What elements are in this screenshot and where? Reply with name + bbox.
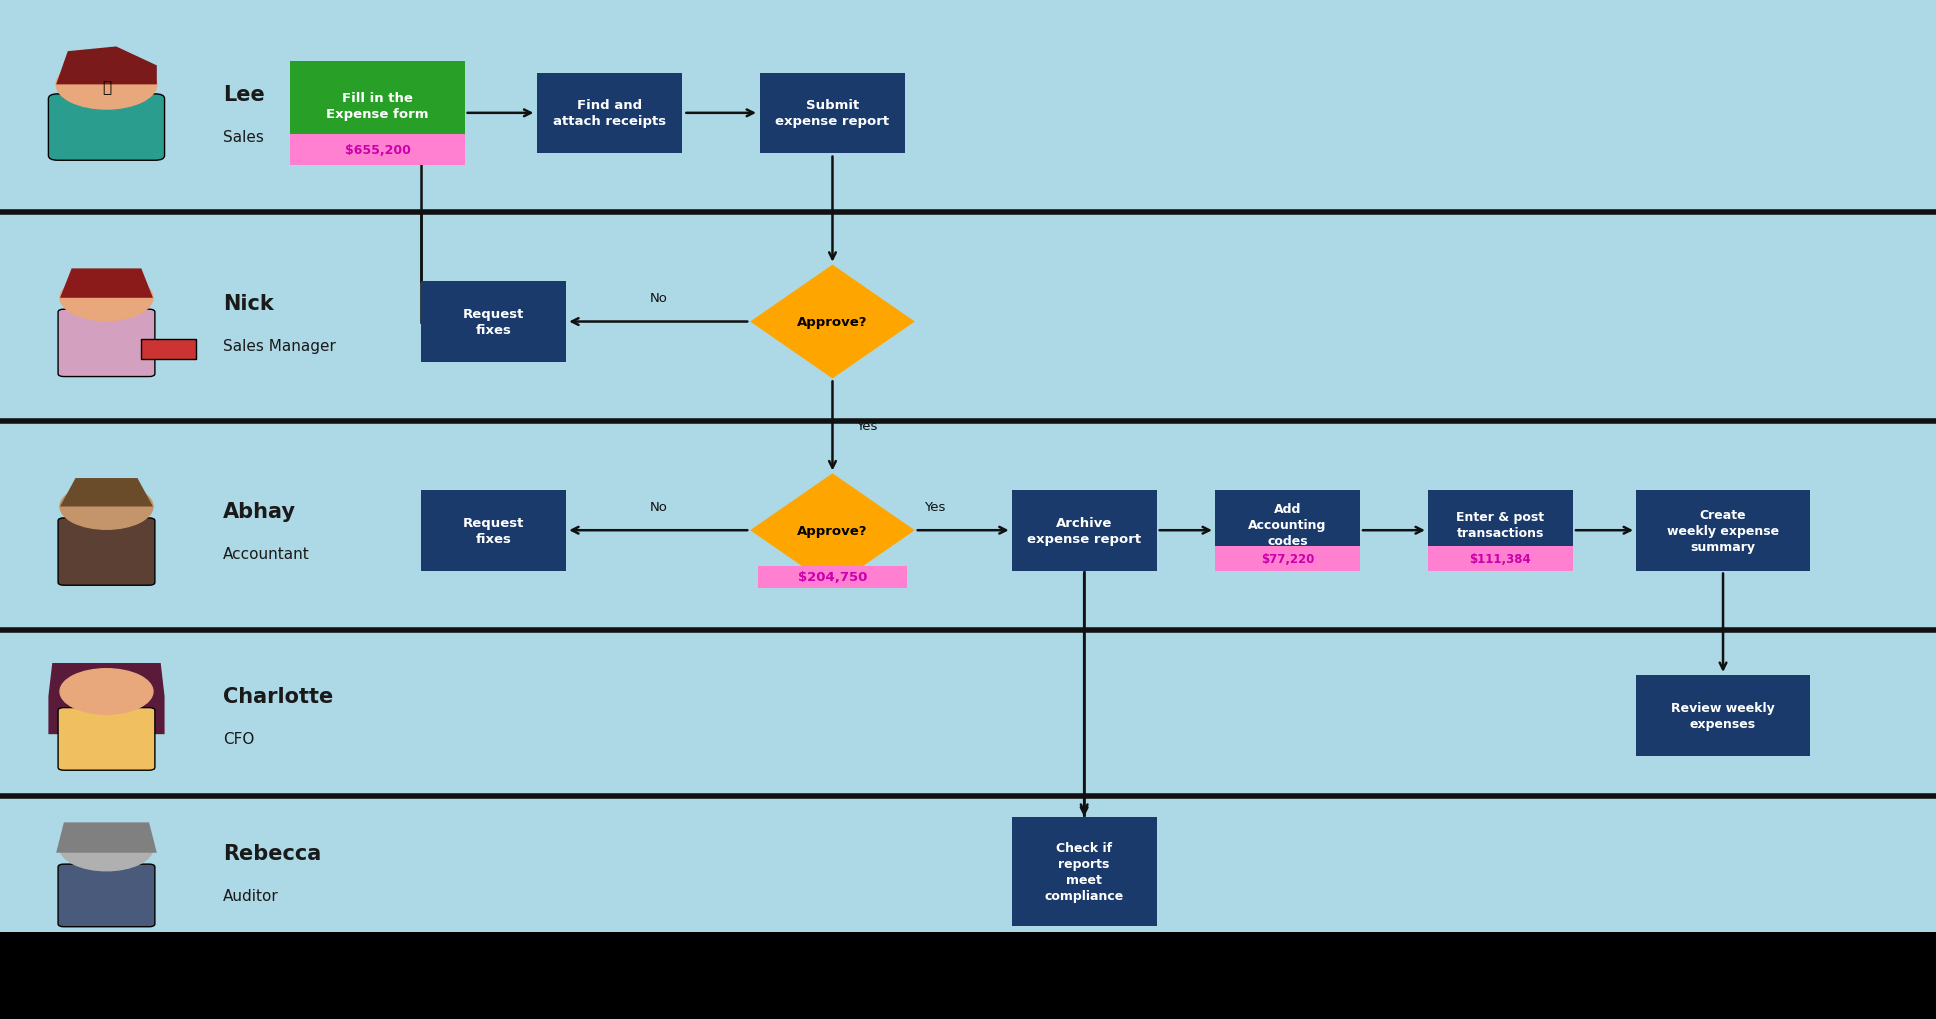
Text: Request
fixes: Request fixes — [463, 517, 525, 545]
Text: Check if
reports
meet
compliance: Check if reports meet compliance — [1045, 842, 1123, 903]
Text: Nick: Nick — [223, 293, 273, 313]
Text: Enter & post
transactions: Enter & post transactions — [1456, 511, 1545, 539]
Text: Sales: Sales — [223, 129, 263, 145]
Text: $111,384: $111,384 — [1469, 552, 1531, 566]
Text: CFO: CFO — [223, 732, 254, 747]
Polygon shape — [56, 822, 157, 853]
Text: Yes: Yes — [856, 420, 877, 433]
Text: Approve?: Approve? — [798, 524, 867, 537]
FancyBboxPatch shape — [141, 339, 196, 360]
FancyBboxPatch shape — [1636, 676, 1810, 756]
Text: Abhay: Abhay — [223, 501, 296, 522]
Text: Rebecca: Rebecca — [223, 843, 321, 863]
FancyBboxPatch shape — [48, 95, 165, 161]
FancyBboxPatch shape — [290, 61, 465, 166]
FancyBboxPatch shape — [1636, 490, 1810, 571]
Polygon shape — [48, 663, 165, 735]
Circle shape — [60, 669, 153, 714]
Text: Review weekly
expenses: Review weekly expenses — [1671, 701, 1775, 730]
Polygon shape — [751, 265, 916, 379]
FancyBboxPatch shape — [58, 519, 155, 586]
FancyBboxPatch shape — [1013, 817, 1158, 926]
FancyBboxPatch shape — [639, 947, 1220, 1010]
Circle shape — [60, 276, 153, 321]
Text: Total Cost: $1,048,554 per year: Total Cost: $1,048,554 per year — [732, 966, 1127, 985]
FancyBboxPatch shape — [538, 73, 683, 154]
FancyBboxPatch shape — [422, 490, 565, 571]
Text: Sales Manager: Sales Manager — [223, 338, 335, 354]
Text: Auditor: Auditor — [223, 888, 279, 903]
Text: Submit
expense report: Submit expense report — [776, 99, 889, 128]
Text: $77,220: $77,220 — [1260, 552, 1315, 566]
FancyBboxPatch shape — [759, 73, 906, 154]
Polygon shape — [60, 479, 153, 507]
Text: Create
weekly expense
summary: Create weekly expense summary — [1667, 508, 1779, 553]
FancyBboxPatch shape — [759, 566, 906, 589]
FancyBboxPatch shape — [1013, 490, 1158, 571]
FancyBboxPatch shape — [1429, 547, 1572, 571]
Text: 🕶: 🕶 — [103, 79, 110, 95]
Text: Approve?: Approve? — [798, 316, 867, 329]
Polygon shape — [60, 269, 153, 299]
Text: Request
fixes: Request fixes — [463, 308, 525, 336]
Text: Charlotte: Charlotte — [223, 687, 333, 706]
FancyBboxPatch shape — [58, 708, 155, 770]
FancyBboxPatch shape — [1216, 490, 1359, 571]
FancyBboxPatch shape — [58, 864, 155, 927]
Text: No: No — [649, 500, 668, 514]
FancyBboxPatch shape — [290, 135, 465, 166]
FancyBboxPatch shape — [1216, 547, 1359, 571]
Text: Accountant: Accountant — [223, 547, 310, 561]
Text: $204,750: $204,750 — [798, 571, 867, 584]
Text: Find and
attach receipts: Find and attach receipts — [554, 99, 666, 128]
Text: Archive
expense report: Archive expense report — [1028, 517, 1140, 545]
Circle shape — [60, 825, 153, 871]
Text: No: No — [649, 292, 668, 305]
Text: $655,200: $655,200 — [345, 144, 410, 157]
Polygon shape — [56, 47, 157, 86]
FancyBboxPatch shape — [1429, 490, 1572, 571]
Circle shape — [56, 61, 157, 110]
Text: Add
Accounting
codes: Add Accounting codes — [1249, 502, 1326, 547]
FancyBboxPatch shape — [58, 310, 155, 377]
Text: Yes: Yes — [925, 500, 947, 514]
Polygon shape — [751, 474, 916, 588]
FancyBboxPatch shape — [422, 282, 565, 363]
Circle shape — [60, 484, 153, 530]
Text: Lee: Lee — [223, 85, 265, 105]
Text: Fill in the
Expense form: Fill in the Expense form — [327, 92, 428, 120]
